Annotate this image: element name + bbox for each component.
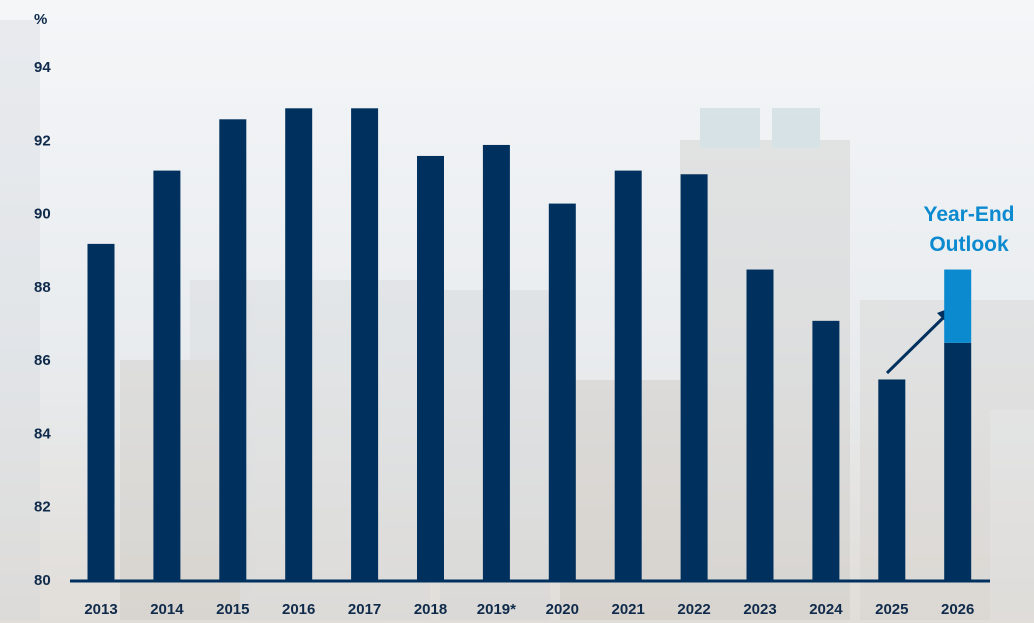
x-tick-label: 2017 xyxy=(348,601,381,618)
bar xyxy=(681,174,708,581)
chart-page: % 80 82 84 86 88 90 92 94 2013 2014 2015 2016 2017 20… xyxy=(0,0,1034,623)
x-tick-label: 2013 xyxy=(84,601,117,618)
x-tick-label: 2020 xyxy=(546,601,579,618)
x-tick-label: 2019* xyxy=(477,601,516,618)
x-tick-label: 2024 xyxy=(809,601,843,618)
chart: % 80 82 84 86 88 90 92 94 2013 2014 2015 2016 2017 20… xyxy=(0,0,1034,623)
x-tick-label: 2022 xyxy=(677,601,710,618)
y-tick-label: 80 xyxy=(34,572,51,589)
y-tick-label: 86 xyxy=(34,352,51,369)
x-tick-label: 2015 xyxy=(216,601,249,618)
y-tick-label: 82 xyxy=(34,499,51,516)
x-tick-label: 2018 xyxy=(414,601,447,618)
x-tick-label: 2023 xyxy=(743,601,776,618)
bar xyxy=(944,270,971,343)
annotation: Year-End Outlook xyxy=(904,200,1034,260)
x-tick-label: 2025 xyxy=(875,601,908,618)
x-tick-label: 2016 xyxy=(282,601,315,618)
y-tick-label: 90 xyxy=(34,206,51,223)
bar xyxy=(483,145,510,581)
x-tick-label: 2014 xyxy=(150,601,184,618)
bar xyxy=(812,321,839,581)
bar xyxy=(285,108,312,581)
x-tick-label: 2021 xyxy=(612,601,645,618)
bar xyxy=(549,204,576,581)
bar xyxy=(417,156,444,581)
y-tick-label: 88 xyxy=(34,279,51,296)
bar xyxy=(153,171,180,581)
y-axis-label: % xyxy=(34,11,47,28)
y-tick-label: 94 xyxy=(34,59,51,76)
y-tick-label: 92 xyxy=(34,132,51,149)
y-tick-label: 84 xyxy=(34,425,51,442)
bar xyxy=(944,343,971,581)
bar xyxy=(615,171,642,581)
bar xyxy=(219,119,246,581)
x-tick-label: 2026 xyxy=(941,601,974,618)
bar xyxy=(878,379,905,581)
bar xyxy=(88,244,115,581)
bar xyxy=(747,270,774,581)
bar xyxy=(351,108,378,581)
